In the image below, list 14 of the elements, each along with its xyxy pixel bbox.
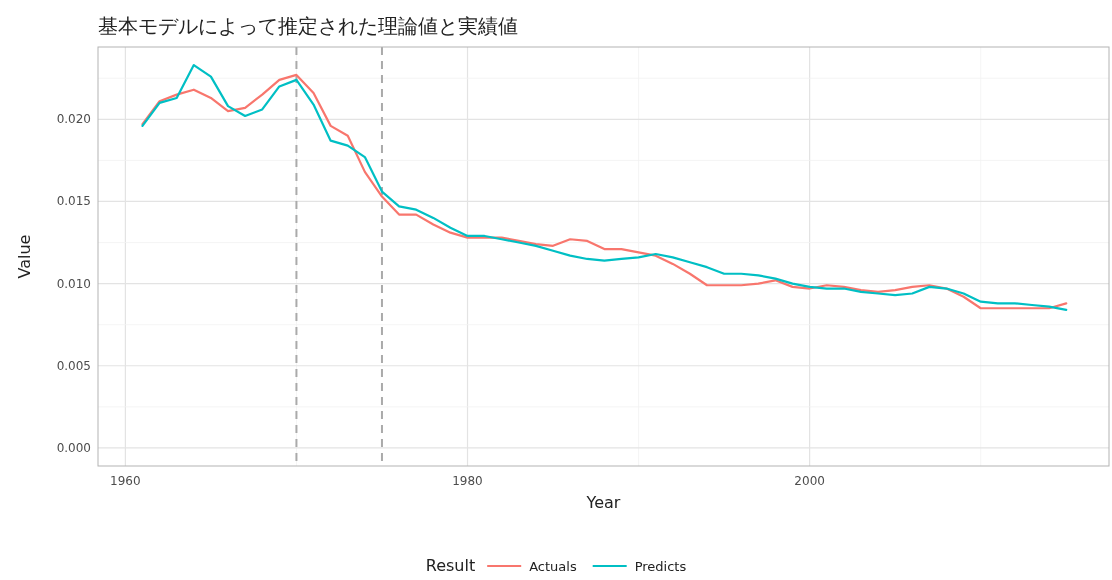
x-tick-label: 2000 (794, 474, 825, 488)
x-axis-title: Year (585, 493, 621, 512)
legend-label: Predicts (634, 559, 687, 574)
x-tick-label: 1980 (452, 474, 483, 488)
y-axis-title: Value (15, 234, 34, 279)
x-tick-label: 1960 (110, 474, 141, 488)
legend-title: Result (425, 556, 476, 575)
y-tick-label: 0.010 (56, 276, 91, 291)
y-tick-label: 0.005 (56, 358, 91, 373)
legend-label: Actuals (529, 559, 577, 574)
y-tick-label: 0.000 (56, 440, 91, 455)
chart-title: 基本モデルによって推定された理論値と実績値 (98, 14, 518, 38)
y-tick-label: 0.015 (56, 194, 91, 209)
y-tick-label: 0.020 (56, 112, 91, 127)
